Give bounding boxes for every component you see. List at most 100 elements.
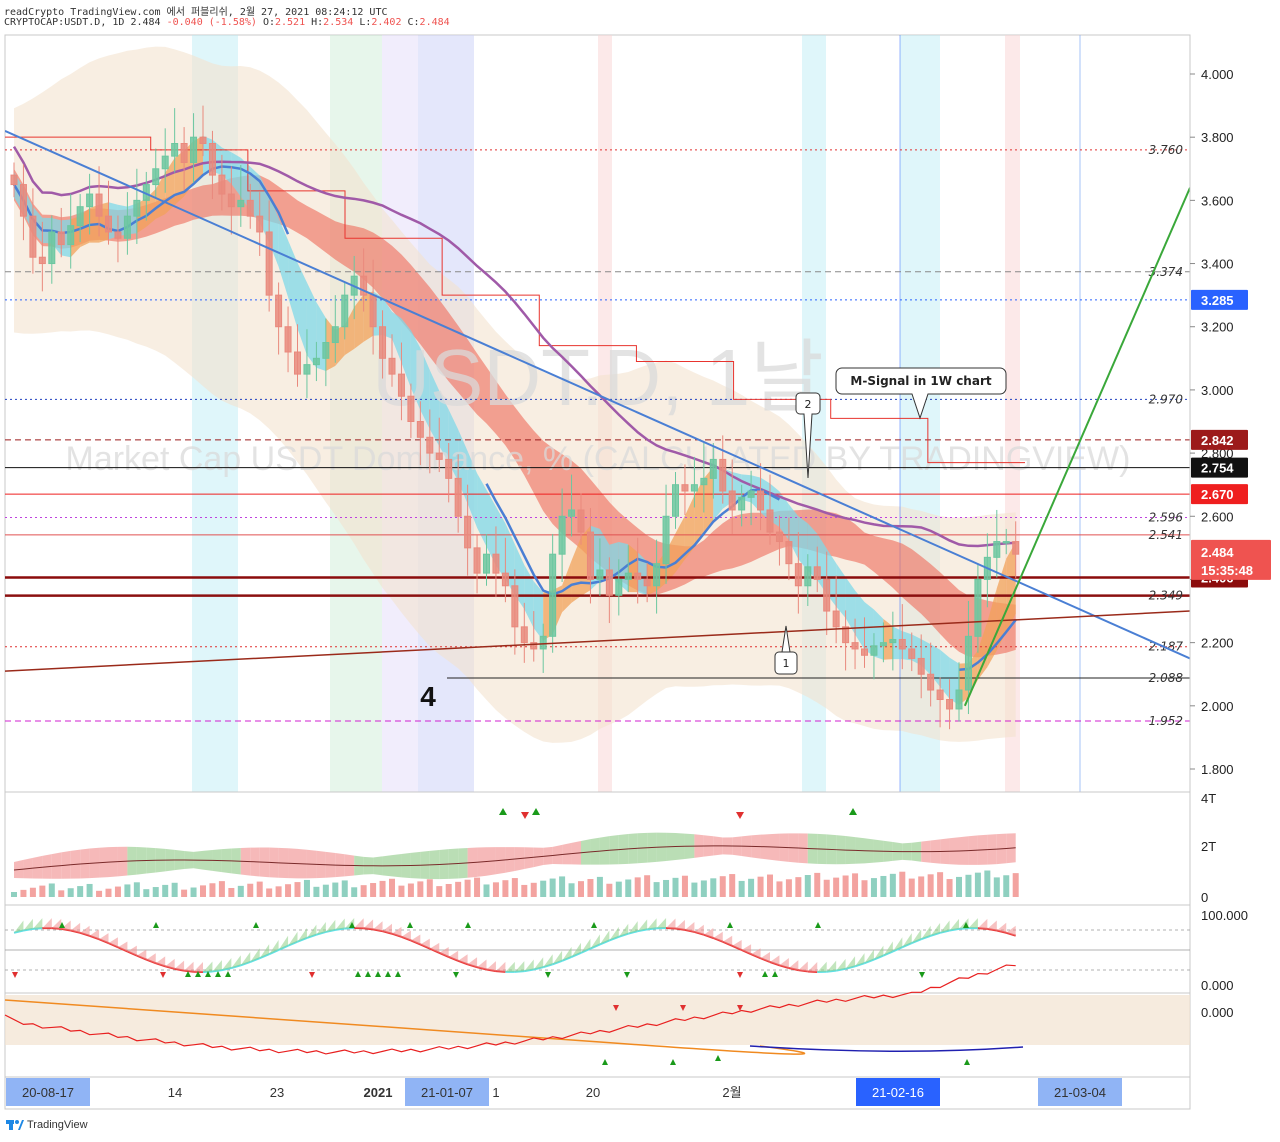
volume-bar	[455, 881, 462, 897]
oscillator-shade	[297, 927, 307, 942]
volume-bar	[852, 873, 859, 897]
volume-bar	[937, 872, 944, 897]
change-value: -0.040 (-1.58%)	[166, 17, 257, 28]
oscillator-up-arrow	[407, 922, 413, 928]
candle-body	[48, 231, 56, 265]
candle-body	[445, 458, 453, 479]
price-axis-label: 2.000	[1201, 699, 1234, 714]
oscillator-shade	[996, 922, 1007, 933]
time-axis-label: 21-02-16	[872, 1085, 924, 1100]
candle-body	[908, 648, 916, 659]
oscillator-shade	[439, 946, 449, 957]
candle-body	[501, 572, 509, 587]
oscillator-shade	[467, 957, 478, 968]
callout-wave-1[interactable]: 1	[774, 625, 798, 675]
oscillator-shade	[1006, 925, 1016, 936]
volume-bar	[672, 877, 679, 897]
obv-arrow	[670, 1059, 676, 1065]
oscillator-shade	[288, 931, 298, 946]
time-axis[interactable]	[4, 1076, 1191, 1110]
oscillator-shade	[571, 942, 581, 957]
ema-cloud-fast	[675, 515, 685, 573]
oscillator-signal-arrow	[624, 972, 630, 978]
time-axis-label: 2021	[364, 1085, 393, 1100]
oscillator-shade	[146, 953, 156, 964]
volume-bar	[464, 879, 471, 897]
volume-bar	[398, 885, 405, 897]
oscillator-shade	[108, 937, 118, 948]
oscillator-shade	[666, 918, 676, 929]
oscillator-shade	[798, 961, 808, 972]
ema-cloud-fast	[977, 621, 988, 680]
volume-bar	[492, 882, 499, 897]
watermark-symbol: USDT.D, 1날	[372, 333, 823, 422]
oscillator-shade	[221, 958, 232, 971]
volume-bar	[634, 877, 641, 897]
oscillator-shade	[741, 944, 752, 955]
oscillator-shade	[316, 921, 326, 935]
candle-body	[757, 490, 765, 511]
callout-wave-2[interactable]: 2	[795, 392, 821, 479]
volume-bar	[209, 883, 216, 897]
candle-body	[700, 477, 708, 486]
volume-bar	[918, 876, 925, 897]
time-axis-label: 2월	[722, 1085, 741, 1100]
oscillator-shade	[240, 951, 251, 966]
oscillator-shade	[599, 930, 610, 945]
price-tag-label: 2.670	[1201, 487, 1234, 502]
candle-body	[67, 225, 75, 246]
signal-arrow	[532, 808, 540, 815]
oscillator-shade	[382, 923, 392, 934]
oscillator-up-arrow	[963, 922, 969, 928]
ema-cloud-fast	[297, 262, 307, 356]
high-value: 2.534	[323, 17, 354, 28]
candle-body	[161, 155, 169, 170]
candle-body	[889, 638, 897, 644]
time-highlight	[405, 1078, 489, 1106]
volume-bar	[275, 886, 282, 897]
volume-bar	[530, 882, 537, 897]
current-price-label: 2.484	[1201, 545, 1234, 560]
obv-line	[4, 964, 1016, 1055]
oscillator-shade	[883, 941, 893, 956]
candle-body	[672, 484, 679, 517]
volume-bar	[596, 876, 603, 897]
candle-body	[842, 626, 850, 644]
candle-body	[199, 136, 207, 145]
candle-body	[152, 168, 160, 186]
volume-bar	[445, 883, 452, 897]
candle-body	[57, 231, 65, 246]
candle-body	[558, 515, 566, 555]
candle-body	[794, 563, 802, 587]
volume-bar	[946, 879, 953, 897]
volume-bar	[285, 884, 292, 897]
volume-bar	[96, 890, 103, 897]
oscillator-shade	[165, 958, 175, 969]
volume-bar	[133, 882, 140, 897]
oscillator-pane[interactable]	[4, 904, 1191, 994]
candle-body	[775, 531, 783, 543]
oscillator-shade	[80, 925, 90, 936]
oscillator-shade	[250, 948, 260, 962]
callout-m-signal[interactable]: M-Signal in 1W chart	[835, 367, 1007, 420]
price-axis-label: 4.000	[1201, 67, 1234, 82]
candle-body	[993, 541, 1001, 558]
oscillator-shade	[203, 961, 213, 972]
candle-body	[728, 490, 736, 511]
candle-body	[520, 626, 528, 644]
oscillator-up-arrow	[591, 922, 597, 928]
candle-body	[955, 689, 963, 710]
oscillator-cluster-arrow	[225, 971, 231, 977]
oscillator-shade	[788, 960, 799, 971]
oscillator-cluster-arrow	[772, 971, 778, 977]
ema-cloud-fast	[392, 311, 402, 363]
volume-bar	[956, 876, 962, 897]
candle-body	[369, 294, 377, 328]
price-axis-label: 3.200	[1201, 320, 1234, 335]
oscillator-shade	[779, 958, 789, 969]
candle-body	[785, 541, 793, 565]
candle-body	[95, 193, 103, 217]
tradingview-logo[interactable]: TradingView	[6, 1119, 88, 1131]
level-label: 3.760	[1149, 143, 1184, 157]
